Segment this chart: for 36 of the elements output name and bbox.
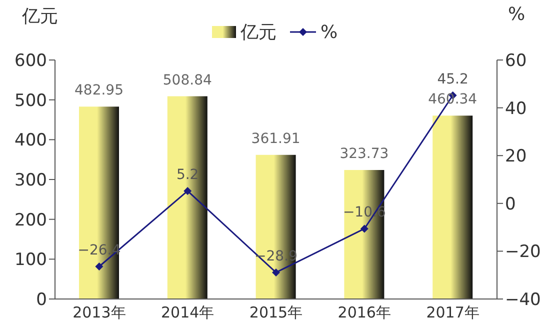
x-tick-label: 2017年 [426, 304, 480, 322]
y2-tick-label: 20 [505, 146, 527, 167]
y-tick-label: 100 [14, 250, 47, 270]
y2-axis-title: % [508, 4, 526, 25]
x-tick-label: 2016年 [338, 304, 391, 322]
x-tick-label: 2014年 [161, 304, 214, 322]
point [95, 262, 104, 270]
y-axis-title: 亿元 [22, 5, 58, 28]
bar [432, 116, 473, 299]
x-tick-label: 2015年 [249, 304, 303, 322]
y2-tick-label: 0 [505, 194, 516, 214]
x-tick-label: 2013年 [72, 304, 126, 322]
y-tick-label: 300 [14, 170, 47, 191]
legend-label: 亿元 [240, 21, 276, 44]
y-tick-label: 400 [14, 130, 47, 151]
point [360, 224, 368, 233]
y-tick-label: 200 [14, 210, 47, 230]
y-tick-label: 600 [14, 51, 47, 72]
y2-tick-label: −40 [505, 290, 541, 310]
y2-tick-label: 40 [505, 98, 527, 119]
bar [167, 96, 208, 299]
y2-tick-label: −20 [505, 242, 541, 262]
y-tick-label: 0 [36, 290, 47, 310]
data-label: 361.91 [251, 130, 300, 147]
bar [79, 106, 119, 299]
y-tick-label: 500 [14, 90, 47, 111]
data-label: 508.84 [162, 72, 212, 88]
legend-label: % [320, 22, 338, 42]
point [184, 186, 192, 195]
bar [256, 154, 296, 299]
data-label: 323.73 [340, 146, 389, 162]
data-label: 482.95 [74, 82, 124, 99]
y2-tick-label: 60 [505, 51, 527, 72]
point [272, 268, 280, 276]
bar [344, 170, 384, 299]
data-label: 45.2 [437, 71, 468, 88]
